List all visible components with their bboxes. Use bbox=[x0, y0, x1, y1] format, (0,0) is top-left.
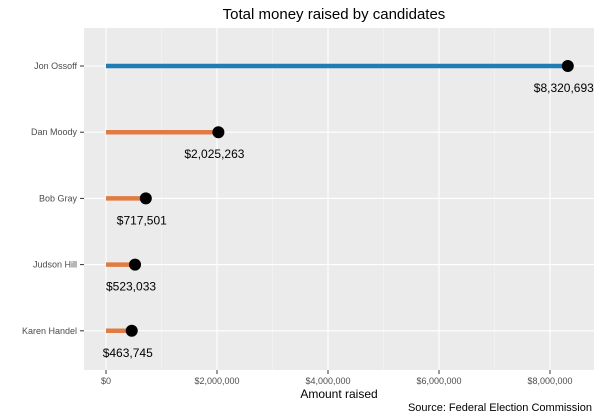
lollipop-point bbox=[125, 324, 138, 337]
y-tick-label: Karen Handel bbox=[22, 326, 77, 336]
y-axis: Jon Ossoff Dan Moody Bob Gray Judson Hill Ka… bbox=[22, 61, 84, 336]
x-axis-title: Amount raised bbox=[300, 387, 377, 401]
lollipop-point bbox=[561, 60, 574, 72]
y-tick-label: Dan Moody bbox=[31, 127, 78, 137]
lollipop-point bbox=[212, 126, 225, 139]
lollipop-point bbox=[139, 192, 152, 205]
lollipop-marks: $8,320,693 $2,025,263 $717,501 $523,033 $463… bbox=[103, 60, 594, 360]
y-tick-label: Jon Ossoff bbox=[34, 61, 77, 71]
x-tick-label: $6,000,000 bbox=[416, 376, 461, 386]
chart-caption: Source: Federal Election Commission bbox=[408, 402, 592, 414]
data-label: $2,025,263 bbox=[184, 147, 244, 161]
lollipop-point bbox=[129, 258, 142, 271]
x-tick-label: $0 bbox=[101, 376, 111, 386]
x-tick-label: $2,000,000 bbox=[194, 376, 239, 386]
x-axis: $0 $2,000,000 $4,000,000 $6,000,000 $8,000,0… bbox=[101, 370, 573, 386]
y-tick-label: Bob Gray bbox=[39, 193, 78, 203]
plot-panel bbox=[84, 28, 594, 370]
x-tick-label: $8,000,000 bbox=[527, 376, 572, 386]
x-tick-label: $4,000,000 bbox=[305, 376, 350, 386]
y-tick-label: Judson Hill bbox=[33, 260, 77, 270]
chart-title: Total money raised by candidates bbox=[223, 6, 446, 23]
data-label: $463,745 bbox=[103, 346, 153, 360]
data-label: $8,320,693 bbox=[534, 81, 594, 95]
data-label: $717,501 bbox=[117, 213, 167, 227]
data-label: $523,033 bbox=[106, 280, 156, 294]
